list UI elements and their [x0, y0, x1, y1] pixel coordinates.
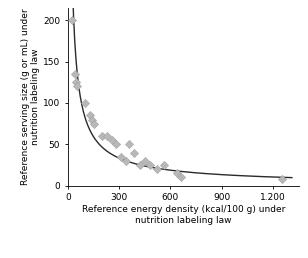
Point [75, 84, 80, 88]
Point [83, 101, 87, 105]
Point [110, 138, 115, 142]
X-axis label: Reference energy density (kcal/100 g) under
nutrition labeling law: Reference energy density (kcal/100 g) un… [82, 205, 285, 224]
Point [87, 113, 92, 117]
Point [124, 159, 128, 163]
Point [70, 18, 75, 22]
Point [99, 134, 104, 138]
Point [161, 163, 166, 167]
Point [148, 163, 152, 167]
Point [113, 142, 118, 147]
Point [142, 159, 147, 163]
Point [89, 117, 94, 122]
Point [118, 155, 123, 159]
Point [105, 134, 110, 138]
Point [74, 80, 79, 84]
Point [279, 177, 284, 181]
Point [175, 171, 180, 175]
Y-axis label: Reference serving size (g or mL) under
nutrition labeling law: Reference serving size (g or mL) under n… [21, 9, 40, 185]
Point [73, 72, 78, 76]
Point [137, 163, 142, 167]
Point [154, 167, 159, 171]
Point [178, 175, 183, 180]
Point [92, 122, 97, 126]
Point [127, 142, 132, 147]
Point [132, 151, 137, 155]
